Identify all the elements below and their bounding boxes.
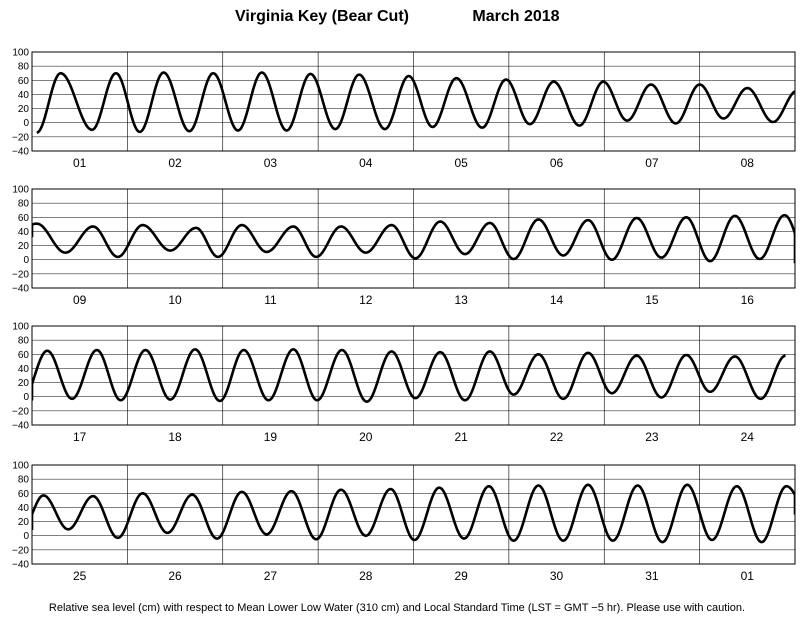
y-tick-label: 20 (18, 378, 30, 389)
panel-frame (31, 464, 796, 565)
day-label: 21 (455, 430, 469, 444)
tide-panel-2: −40 −20 0 20 40 60 80 100 09 10 11 12 13 14 15 16 (12, 185, 796, 307)
y-tick-label: 40 (18, 90, 30, 101)
day-label: 30 (550, 569, 564, 583)
tide-curve (32, 483, 795, 544)
y-tick-label: 0 (23, 531, 29, 542)
y-tick-label: 0 (23, 118, 29, 129)
day-label: 23 (645, 430, 659, 444)
y-tick-label: 80 (18, 336, 30, 347)
y-tick-label: 80 (18, 475, 30, 486)
day-label: 11 (264, 293, 277, 307)
y-tick-label: 100 (12, 461, 29, 472)
day-label: 18 (168, 430, 182, 444)
day-label: 26 (168, 569, 182, 583)
day-label: 01 (73, 156, 87, 170)
y-tick-label: −40 (12, 147, 29, 158)
tide-curve (36, 71, 795, 134)
y-tick-label: 100 (12, 48, 29, 59)
day-label: 04 (359, 156, 373, 170)
day-label: 31 (645, 569, 659, 583)
day-label: 27 (264, 569, 278, 583)
y-tick-label: −20 (12, 132, 29, 143)
y-tick-label: −20 (12, 545, 29, 556)
day-label: 20 (359, 430, 373, 444)
tide-panel-3: −40 −20 0 20 40 60 80 100 17 18 19 20 21 22 23 24 (12, 322, 796, 444)
day-label: 03 (264, 156, 278, 170)
tide-panel-4: −40 −20 0 20 40 60 80 100 25 26 27 28 29 30 31 01 (12, 461, 796, 583)
chart-title-station: Virginia Key (Bear Cut) (235, 8, 409, 25)
y-tick-label: 100 (12, 185, 29, 196)
chart-footer-note: Relative sea level (cm) with respect to … (49, 602, 745, 614)
y-tick-label: 80 (18, 62, 30, 73)
day-label: 16 (741, 293, 755, 307)
y-tick-label: −40 (12, 421, 29, 432)
y-tick-label: 40 (18, 503, 30, 514)
day-label: 14 (550, 293, 564, 307)
panel-frame (31, 51, 796, 152)
day-label: 09 (73, 293, 87, 307)
panel-frame (31, 325, 796, 426)
day-label: 02 (168, 156, 182, 170)
day-label: 24 (741, 430, 755, 444)
y-tick-label: −20 (12, 406, 29, 417)
y-tick-label: 20 (18, 517, 30, 528)
day-label: 17 (73, 430, 87, 444)
y-tick-label: 60 (18, 489, 30, 500)
tide-curve (32, 213, 795, 265)
day-label: 28 (359, 569, 373, 583)
y-tick-label: 40 (18, 227, 30, 238)
day-label: 08 (741, 156, 755, 170)
day-label: 06 (550, 156, 564, 170)
day-label: 25 (73, 569, 87, 583)
y-tick-label: 80 (18, 199, 30, 210)
day-label: 01 (741, 569, 755, 583)
day-label: 05 (455, 156, 469, 170)
day-label: 07 (645, 156, 659, 170)
tide-curve (32, 348, 786, 403)
day-label: 19 (264, 430, 278, 444)
y-tick-label: −40 (12, 284, 29, 295)
day-label: 15 (645, 293, 659, 307)
y-tick-label: 20 (18, 241, 30, 252)
day-label: 22 (550, 430, 564, 444)
y-tick-label: −20 (12, 269, 29, 280)
day-label: 13 (455, 293, 469, 307)
tide-panel-1: −40 −20 0 20 40 60 80 100 01 02 03 04 05 06 07 08 (12, 48, 796, 170)
y-tick-label: −40 (12, 560, 29, 571)
chart-title-month: March 2018 (472, 8, 559, 25)
day-label: 10 (168, 293, 182, 307)
y-tick-label: 20 (18, 104, 30, 115)
y-tick-label: 0 (23, 392, 29, 403)
day-label: 12 (359, 293, 373, 307)
y-tick-label: 0 (23, 255, 29, 266)
y-tick-label: 60 (18, 76, 30, 87)
panel-frame (31, 188, 796, 289)
y-tick-label: 60 (18, 350, 30, 361)
y-tick-label: 100 (12, 322, 29, 333)
y-tick-label: 40 (18, 364, 30, 375)
day-label: 29 (455, 569, 469, 583)
y-tick-label: 60 (18, 213, 30, 224)
